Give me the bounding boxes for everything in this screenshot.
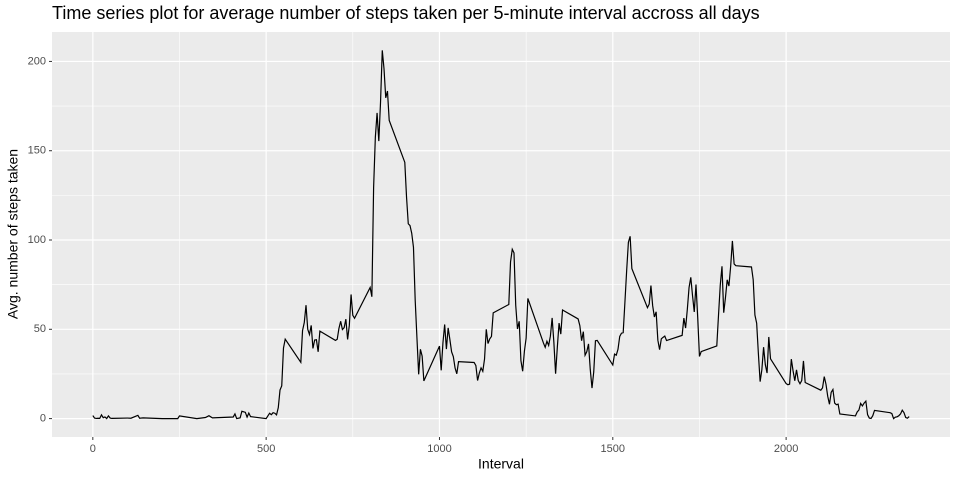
chart-title: Time series plot for average number of s… <box>52 3 760 23</box>
data-line <box>92 50 910 420</box>
y-tick-label: 0 <box>40 412 46 424</box>
y-tick-label: 100 <box>28 234 46 246</box>
x-tick-label: 1500 <box>601 443 625 455</box>
y-axis-label: Avg. number of steps taken <box>5 149 21 319</box>
x-axis-label: Interval <box>478 456 524 472</box>
panel <box>52 32 950 437</box>
x-tick-label: 2000 <box>774 443 798 455</box>
x-tick-label: 0 <box>90 443 96 455</box>
y-tick-label: 150 <box>28 145 46 157</box>
y-tick-label: 200 <box>28 55 46 67</box>
y-tick-label: 50 <box>34 323 46 335</box>
x-tick-label: 1000 <box>427 443 451 455</box>
x-tick-label: 500 <box>257 443 275 455</box>
